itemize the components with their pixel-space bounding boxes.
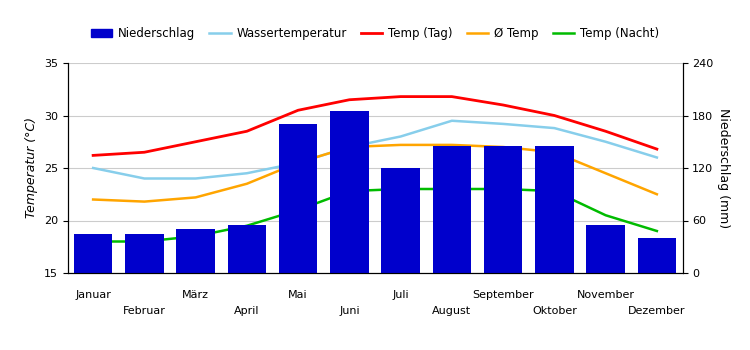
Bar [382,168,420,273]
Text: August: August [432,306,472,316]
Bar [433,146,471,273]
Bar [279,124,317,273]
Bar [176,229,214,273]
Y-axis label: Temperatur (°C): Temperatur (°C) [25,118,38,218]
Text: April: April [234,306,260,316]
Bar [536,146,574,273]
Text: Mai: Mai [288,290,308,300]
Bar [586,225,625,273]
Bar [638,238,676,273]
Text: März: März [182,290,209,300]
Text: September: September [472,290,534,300]
Legend: Niederschlag, Wassertemperatur, Temp (Tag), Ø Temp, Temp (Nacht): Niederschlag, Wassertemperatur, Temp (Ta… [86,23,664,45]
Bar [74,234,112,273]
Text: Oktober: Oktober [532,306,577,316]
Y-axis label: Niederschlag (mm): Niederschlag (mm) [717,108,730,228]
Bar [330,111,368,273]
Text: Dezember: Dezember [628,306,686,316]
Bar [484,146,522,273]
Text: Februar: Februar [123,306,166,316]
Text: Januar: Januar [75,290,111,300]
Text: Juni: Juni [339,306,360,316]
Bar [125,234,164,273]
Text: November: November [577,290,634,300]
Text: Juli: Juli [392,290,409,300]
Bar [228,225,266,273]
